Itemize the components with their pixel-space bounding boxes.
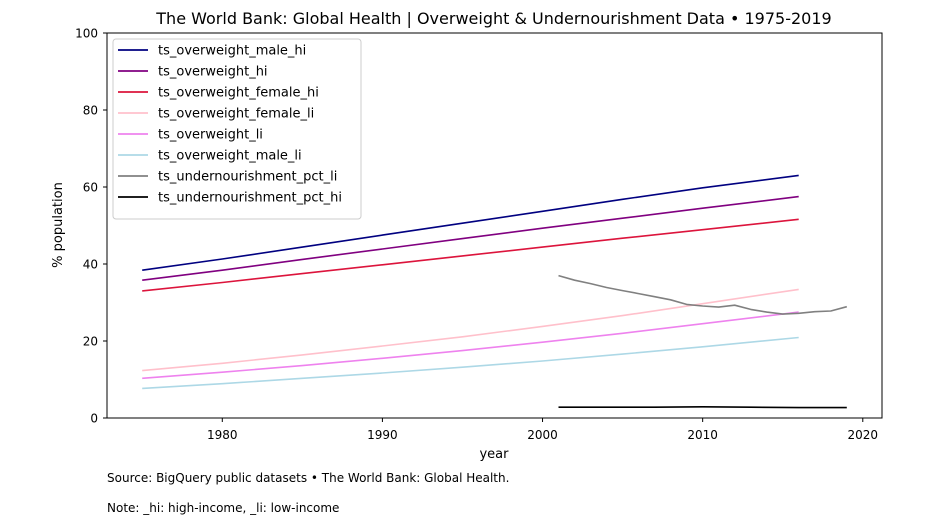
legend-label-ts-overweight-hi: ts_overweight_hi: [158, 65, 268, 80]
y-tick-label: 80: [83, 104, 98, 118]
x-tick-label: 2020: [848, 428, 879, 442]
legend-label-ts-overweight-female-li: ts_overweight_female_li: [158, 107, 314, 122]
plot-area: [142, 174, 848, 409]
legend-box: [112, 38, 362, 220]
x-tick-label: 2000: [527, 428, 558, 442]
chart-title: The World Bank: Global Health | Overweig…: [155, 9, 831, 28]
x-axis: 1980 1990 2000 2010 2020: [207, 418, 878, 442]
x-axis-label: year: [479, 447, 509, 462]
series-line-ts-overweight-hi: [142, 195, 799, 281]
y-axis: 0 20 40 60 80 100: [75, 27, 107, 426]
series-line-ts-overweight-male-li: [142, 336, 799, 390]
y-axis-label: % population: [51, 182, 66, 268]
legend-label-ts-undernourishment-pct-hi: ts_undernourishment_pct_hi: [158, 191, 342, 206]
x-tick-label: 2010: [687, 428, 718, 442]
plot-frame: [106, 32, 883, 419]
series-line-ts-overweight-female-li: [142, 288, 799, 372]
y-tick-label: 60: [83, 181, 98, 195]
legend-label-ts-overweight-li: ts_overweight_li: [158, 128, 263, 143]
series-line-ts-undernourishment-pct-li: [558, 274, 848, 315]
series-line-ts-overweight-li: [142, 311, 799, 380]
x-tick-label: 1990: [367, 428, 398, 442]
y-tick-label: 40: [83, 258, 98, 272]
legend-label-ts-undernourishment-pct-li: ts_undernourishment_pct_li: [158, 170, 337, 185]
series-line-ts-overweight-female-hi: [142, 218, 799, 292]
series-line-ts-overweight-male-hi: [142, 174, 799, 271]
income-note: Note: _hi: high-income, _li: low-income: [107, 501, 340, 515]
legend-label-ts-overweight-male-li: ts_overweight_male_li: [158, 149, 302, 164]
y-tick-label: 100: [75, 27, 98, 41]
series-line-ts-undernourishment-pct-hi: [558, 405, 847, 409]
y-tick-label: 20: [83, 335, 98, 349]
x-tick-label: 1980: [207, 428, 238, 442]
legend: ts_overweight_male_hi ts_overweight_hi ts_…: [112, 38, 362, 220]
legend-label-ts-overweight-female-hi: ts_overweight_female_hi: [158, 86, 319, 101]
source-note: Source: BigQuery public datasets • The W…: [107, 471, 510, 485]
y-tick-label: 0: [90, 412, 98, 426]
legend-label-ts-overweight-male-hi: ts_overweight_male_hi: [158, 44, 306, 59]
